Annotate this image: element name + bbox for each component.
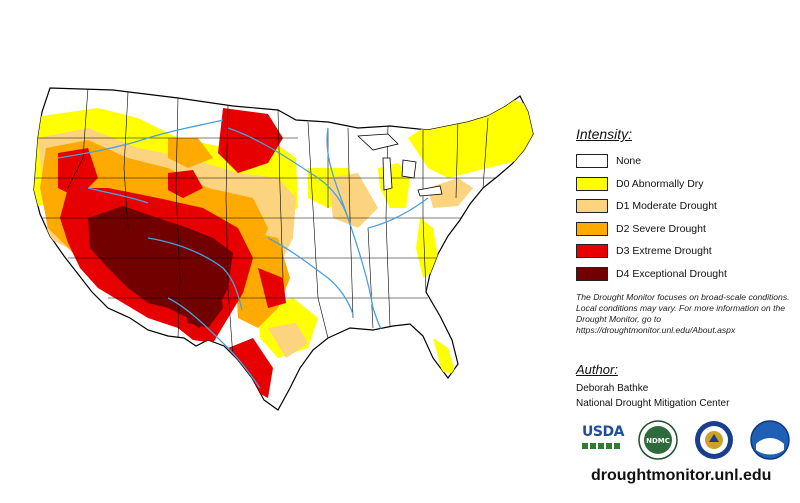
legend-row: D3 Extreme Drought <box>576 240 796 263</box>
usda-logo-bar <box>582 443 622 449</box>
noaa-logo-icon <box>750 420 790 460</box>
legend-swatch <box>576 266 608 281</box>
legend-row: D1 Moderate Drought <box>576 195 796 218</box>
ndmc-logo: NDMC <box>638 420 678 460</box>
legend-swatch <box>576 199 608 214</box>
author-org: National Drought Mitigation Center <box>576 398 730 409</box>
great-lakes <box>357 133 443 197</box>
legend-label: D4 Exceptional Drought <box>616 267 727 280</box>
usda-logo: USDA <box>582 424 626 456</box>
d4-areas <box>88 206 233 328</box>
logos: USDA NDMC <box>582 420 797 462</box>
legend-swatch <box>576 244 608 259</box>
website-url[interactable]: droughtmonitor.unl.edu <box>591 467 772 484</box>
us-map-svg <box>33 87 534 411</box>
legend-swatch <box>576 221 608 236</box>
author-name: Deborah Bathke <box>576 383 649 394</box>
legend-swatch <box>576 176 608 191</box>
legend-label: D1 Moderate Drought <box>616 200 717 213</box>
legend: Intensity: None D0 Abnormally Dry D1 Moder… <box>576 126 796 285</box>
usda-logo-text: USDA <box>582 424 624 440</box>
legend-swatch <box>576 154 608 169</box>
drought-note: The Drought Monitor focuses on broad-sca… <box>576 292 790 335</box>
legend-label: None <box>616 155 642 168</box>
legend-row: D0 Abnormally Dry <box>576 173 796 196</box>
legend-row: D2 Severe Drought <box>576 218 796 241</box>
drought-map <box>28 78 560 418</box>
author-title: Author: <box>576 362 618 377</box>
legend-label: D0 Abnormally Dry <box>616 177 704 190</box>
legend-label: D2 Severe Drought <box>616 222 706 235</box>
legend-title: Intensity: <box>576 126 633 142</box>
legend-label: D3 Extreme Drought <box>616 245 712 258</box>
legend-row: D4 Exceptional Drought <box>576 263 796 286</box>
commerce-seal-icon <box>695 421 733 459</box>
legend-row: None <box>576 150 796 173</box>
ndmc-logo-text: NDMC <box>646 437 670 445</box>
legend-rows: None D0 Abnormally Dry D1 Moderate Drought… <box>576 150 796 285</box>
rivers <box>57 119 429 389</box>
